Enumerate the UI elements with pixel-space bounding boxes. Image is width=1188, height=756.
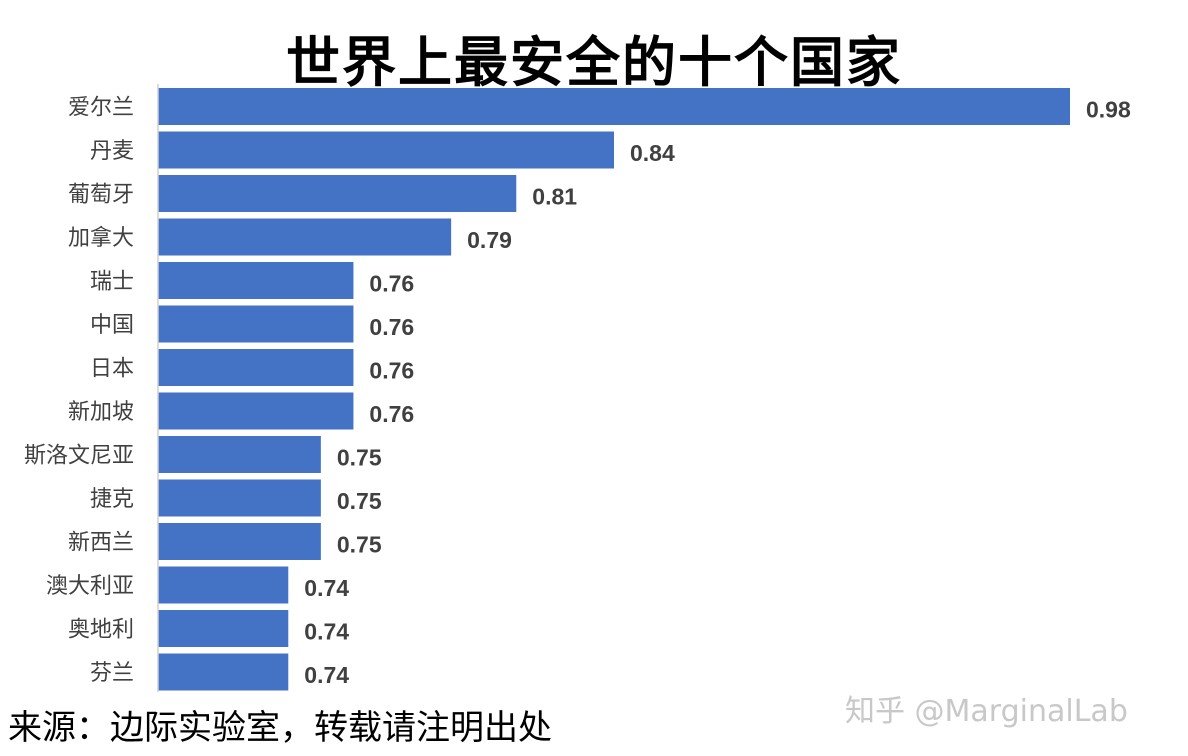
bar bbox=[158, 523, 321, 560]
category-label: 丹麦 bbox=[90, 139, 134, 164]
data-label: 0.75 bbox=[337, 488, 382, 514]
data-label: 0.81 bbox=[532, 184, 577, 210]
source-note: 来源：边际实验室，转载请注明出处 bbox=[8, 708, 552, 748]
data-label: 0.98 bbox=[1086, 97, 1131, 123]
category-label: 捷克 bbox=[90, 487, 134, 512]
data-label: 0.79 bbox=[467, 227, 512, 253]
data-label: 0.76 bbox=[369, 401, 414, 427]
data-label: 0.84 bbox=[630, 140, 675, 166]
data-label: 0.76 bbox=[369, 271, 414, 297]
category-label: 瑞士 bbox=[90, 270, 134, 295]
chart-title: 世界上最安全的十个国家 bbox=[286, 30, 902, 94]
data-label: 0.75 bbox=[337, 445, 382, 471]
bar bbox=[158, 610, 289, 647]
data-label: 0.75 bbox=[337, 532, 382, 558]
data-label: 0.76 bbox=[369, 314, 414, 340]
category-label: 葡萄牙 bbox=[68, 183, 134, 208]
bar bbox=[158, 653, 289, 691]
category-label: 中国 bbox=[90, 313, 134, 338]
category-label: 斯洛文尼亚 bbox=[24, 444, 134, 469]
category-label: 奥地利 bbox=[68, 618, 134, 643]
category-label: 澳大利亚 bbox=[46, 574, 134, 599]
category-label: 芬兰 bbox=[90, 661, 134, 686]
bar bbox=[158, 392, 354, 430]
category-label: 新加坡 bbox=[68, 400, 134, 425]
category-label: 日本 bbox=[90, 357, 134, 382]
data-label: 0.74 bbox=[304, 575, 349, 601]
data-label: 0.74 bbox=[304, 619, 349, 645]
category-label: 加拿大 bbox=[68, 225, 134, 251]
bar bbox=[158, 436, 321, 473]
category-label: 爱尔兰 bbox=[68, 96, 134, 121]
bar bbox=[158, 566, 289, 604]
bar bbox=[158, 218, 452, 256]
bar bbox=[158, 262, 354, 299]
bar bbox=[158, 305, 354, 343]
bar bbox=[158, 479, 321, 517]
bar bbox=[158, 88, 1070, 125]
bar bbox=[158, 131, 614, 169]
data-label: 0.76 bbox=[369, 358, 414, 384]
data-label: 0.74 bbox=[304, 662, 349, 688]
bar bbox=[158, 349, 354, 386]
category-label: 新西兰 bbox=[68, 531, 134, 556]
bar bbox=[158, 175, 517, 212]
watermark: 知乎 @MarginalLab bbox=[845, 694, 1128, 729]
